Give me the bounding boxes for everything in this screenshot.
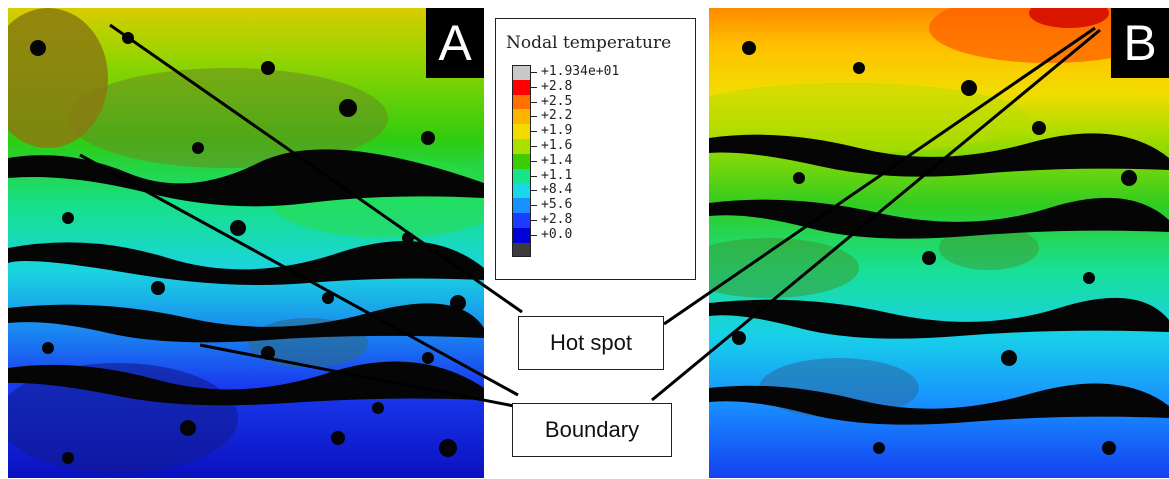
- legend-tick: [531, 86, 537, 88]
- legend-label: +1.1: [541, 167, 573, 183]
- legend-swatch: [512, 153, 531, 169]
- legend-tick: [531, 219, 537, 221]
- contour-panel-a: A: [8, 8, 484, 478]
- legend-swatch: [512, 212, 531, 228]
- legend-swatch: [512, 242, 531, 258]
- legend-swatch: [512, 79, 531, 95]
- legend-tick: [531, 175, 537, 177]
- legend-label: +1.6: [541, 137, 573, 153]
- legend-swatch: [512, 227, 531, 243]
- legend-label: +5.6: [541, 197, 573, 213]
- legend-swatch: [512, 65, 531, 80]
- panel-label-a: A: [426, 8, 484, 78]
- legend-swatch: [512, 94, 531, 110]
- legend-label: +2.8: [541, 78, 573, 94]
- contour-map-b: [709, 8, 1169, 478]
- legend-label: +2.2: [541, 108, 573, 124]
- legend-swatch: [512, 183, 531, 199]
- legend-swatch: [512, 168, 531, 184]
- legend-label: +1.4: [541, 152, 573, 168]
- legend-label: +1.9: [541, 123, 573, 139]
- legend-swatch: [512, 109, 531, 125]
- legend-tick: [531, 101, 537, 103]
- legend-swatch: [512, 198, 531, 213]
- legend-tick: [531, 160, 537, 162]
- legend-label: +2.8: [541, 211, 573, 227]
- hot-spot-callout: Hot spot: [518, 316, 664, 370]
- contour-panel-b: B: [709, 8, 1169, 478]
- legend-tick: [531, 116, 537, 118]
- legend-tick: [531, 145, 537, 147]
- legend-title: Nodal temperature: [506, 33, 672, 53]
- legend-label: +0.0: [541, 226, 573, 242]
- legend-tick: [531, 131, 537, 133]
- legend-tick: [531, 190, 537, 192]
- legend-tick: [531, 234, 537, 236]
- legend-tick: [531, 72, 537, 73]
- legend-tick: [531, 205, 537, 207]
- legend-label: +8.4: [541, 182, 573, 198]
- temperature-legend: Nodal temperature +1.934e+01 +2.8 +2.5 +2.2…: [495, 18, 696, 280]
- contour-map-a: [8, 8, 484, 478]
- boundary-callout: Boundary: [512, 403, 672, 457]
- panel-label-b: B: [1111, 8, 1169, 78]
- legend-label: +2.5: [541, 93, 573, 109]
- legend-swatch: [512, 124, 531, 139]
- legend-swatch: [512, 138, 531, 154]
- legend-label: +1.934e+01: [541, 64, 620, 79]
